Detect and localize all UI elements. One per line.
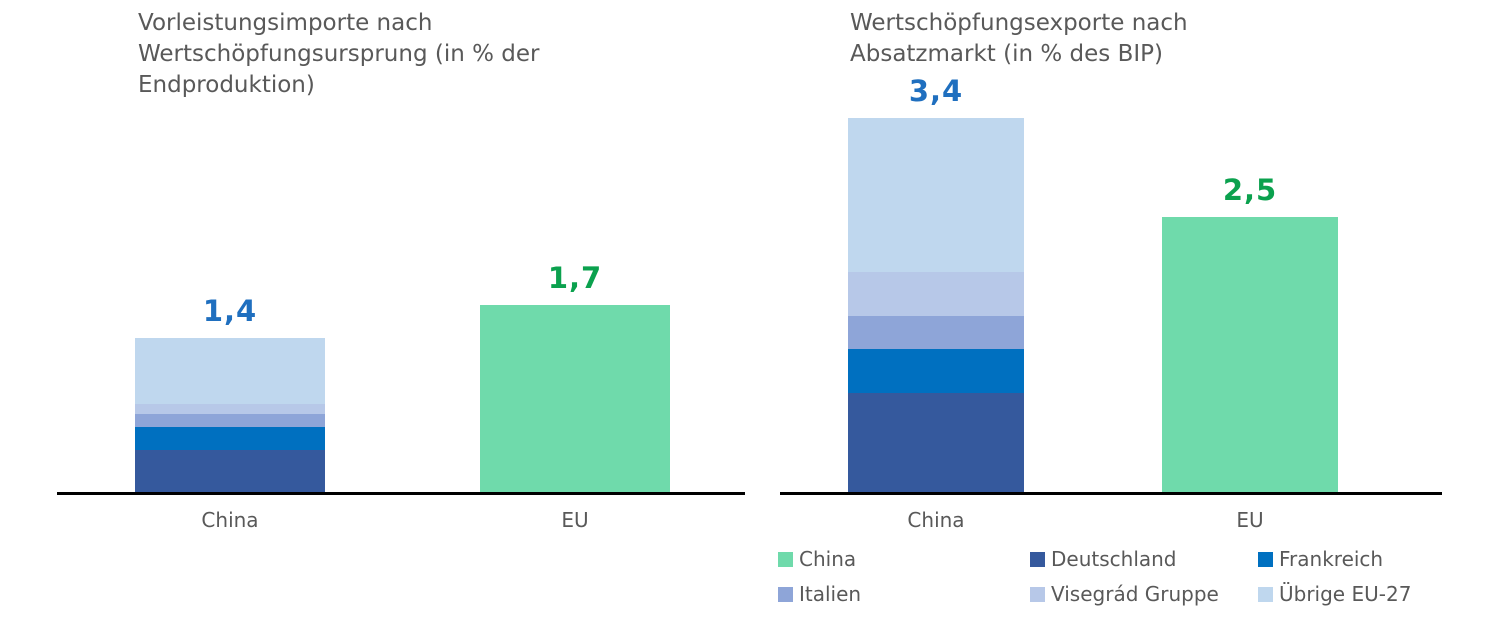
- left-chart-plot-area: 1,4 China 1,7 EU: [57, 0, 745, 532]
- bar-value-label-eu: 2,5: [1222, 173, 1278, 207]
- bar-segment-china: [1162, 217, 1338, 492]
- bar-china: [848, 118, 1024, 492]
- legend-item-frankreich: Frankreich: [1258, 547, 1478, 571]
- bar-eu: [480, 305, 670, 492]
- bar-segment-frankreich: [135, 427, 325, 451]
- bar-value-label-china: 1,4: [202, 294, 258, 328]
- bar-segment-italien: [135, 413, 325, 428]
- bar-china: [135, 338, 325, 492]
- legend-swatch-deutschland: [1030, 551, 1045, 567]
- bar-segment-übrige-eu-27: [848, 118, 1024, 272]
- legend-swatch-übrige-eu-27: [1258, 586, 1273, 602]
- legend-label: Italien: [799, 582, 862, 606]
- x-axis-label-china: China: [907, 508, 965, 532]
- legend-label: Deutschland: [1051, 547, 1177, 571]
- bar-segment-übrige-eu-27: [135, 338, 325, 405]
- x-axis-label-eu: EU: [1236, 508, 1264, 532]
- bar-segment-deutschland: [848, 393, 1024, 492]
- bar-eu: [1162, 217, 1338, 492]
- legend-label: Frankreich: [1279, 547, 1384, 571]
- bar-segment-italien: [848, 316, 1024, 349]
- left-chart-title: Vorleistungsimporte nach Wertschöpfungsu…: [138, 10, 540, 98]
- right-chart-plot-area: 3,4 China 2,5 EU: [780, 0, 1442, 532]
- legend-label: China: [799, 547, 857, 571]
- bar-segment-visegrád-gruppe: [135, 404, 325, 414]
- legend-item-deutschland: Deutschland: [1030, 547, 1258, 571]
- right-chart-title: Wertschöpfungsexporte nach Absatzmarkt (…: [850, 10, 1188, 67]
- x-axis-label-china: China: [201, 508, 259, 532]
- legend-item-übrige-eu-27: Übrige EU-27: [1258, 582, 1478, 606]
- bar-segment-visegrád-gruppe: [848, 272, 1024, 316]
- legend-label: Übrige EU-27: [1279, 582, 1412, 606]
- x-axis-label-eu: EU: [561, 508, 589, 532]
- bar-value-label-eu: 1,7: [547, 261, 603, 295]
- bar-segment-china: [480, 305, 670, 492]
- legend-label: Visegrád Gruppe: [1051, 582, 1219, 606]
- bar-segment-deutschland: [135, 450, 325, 492]
- bar-value-label-china: 3,4: [908, 74, 964, 108]
- bar-segment-frankreich: [848, 349, 1024, 393]
- legend-swatch-italien: [778, 586, 793, 602]
- legend-swatch-china: [778, 551, 793, 567]
- legend-item-visegrád-gruppe: Visegrád Gruppe: [1030, 582, 1258, 606]
- chart-legend: China Deutschland Frankreich Italien Visegrá…: [778, 547, 1478, 606]
- legend-swatch-visegrád-gruppe: [1030, 586, 1045, 602]
- legend-item-italien: Italien: [778, 582, 1030, 606]
- legend-swatch-frankreich: [1258, 551, 1273, 567]
- legend-item-china: China: [778, 547, 1030, 571]
